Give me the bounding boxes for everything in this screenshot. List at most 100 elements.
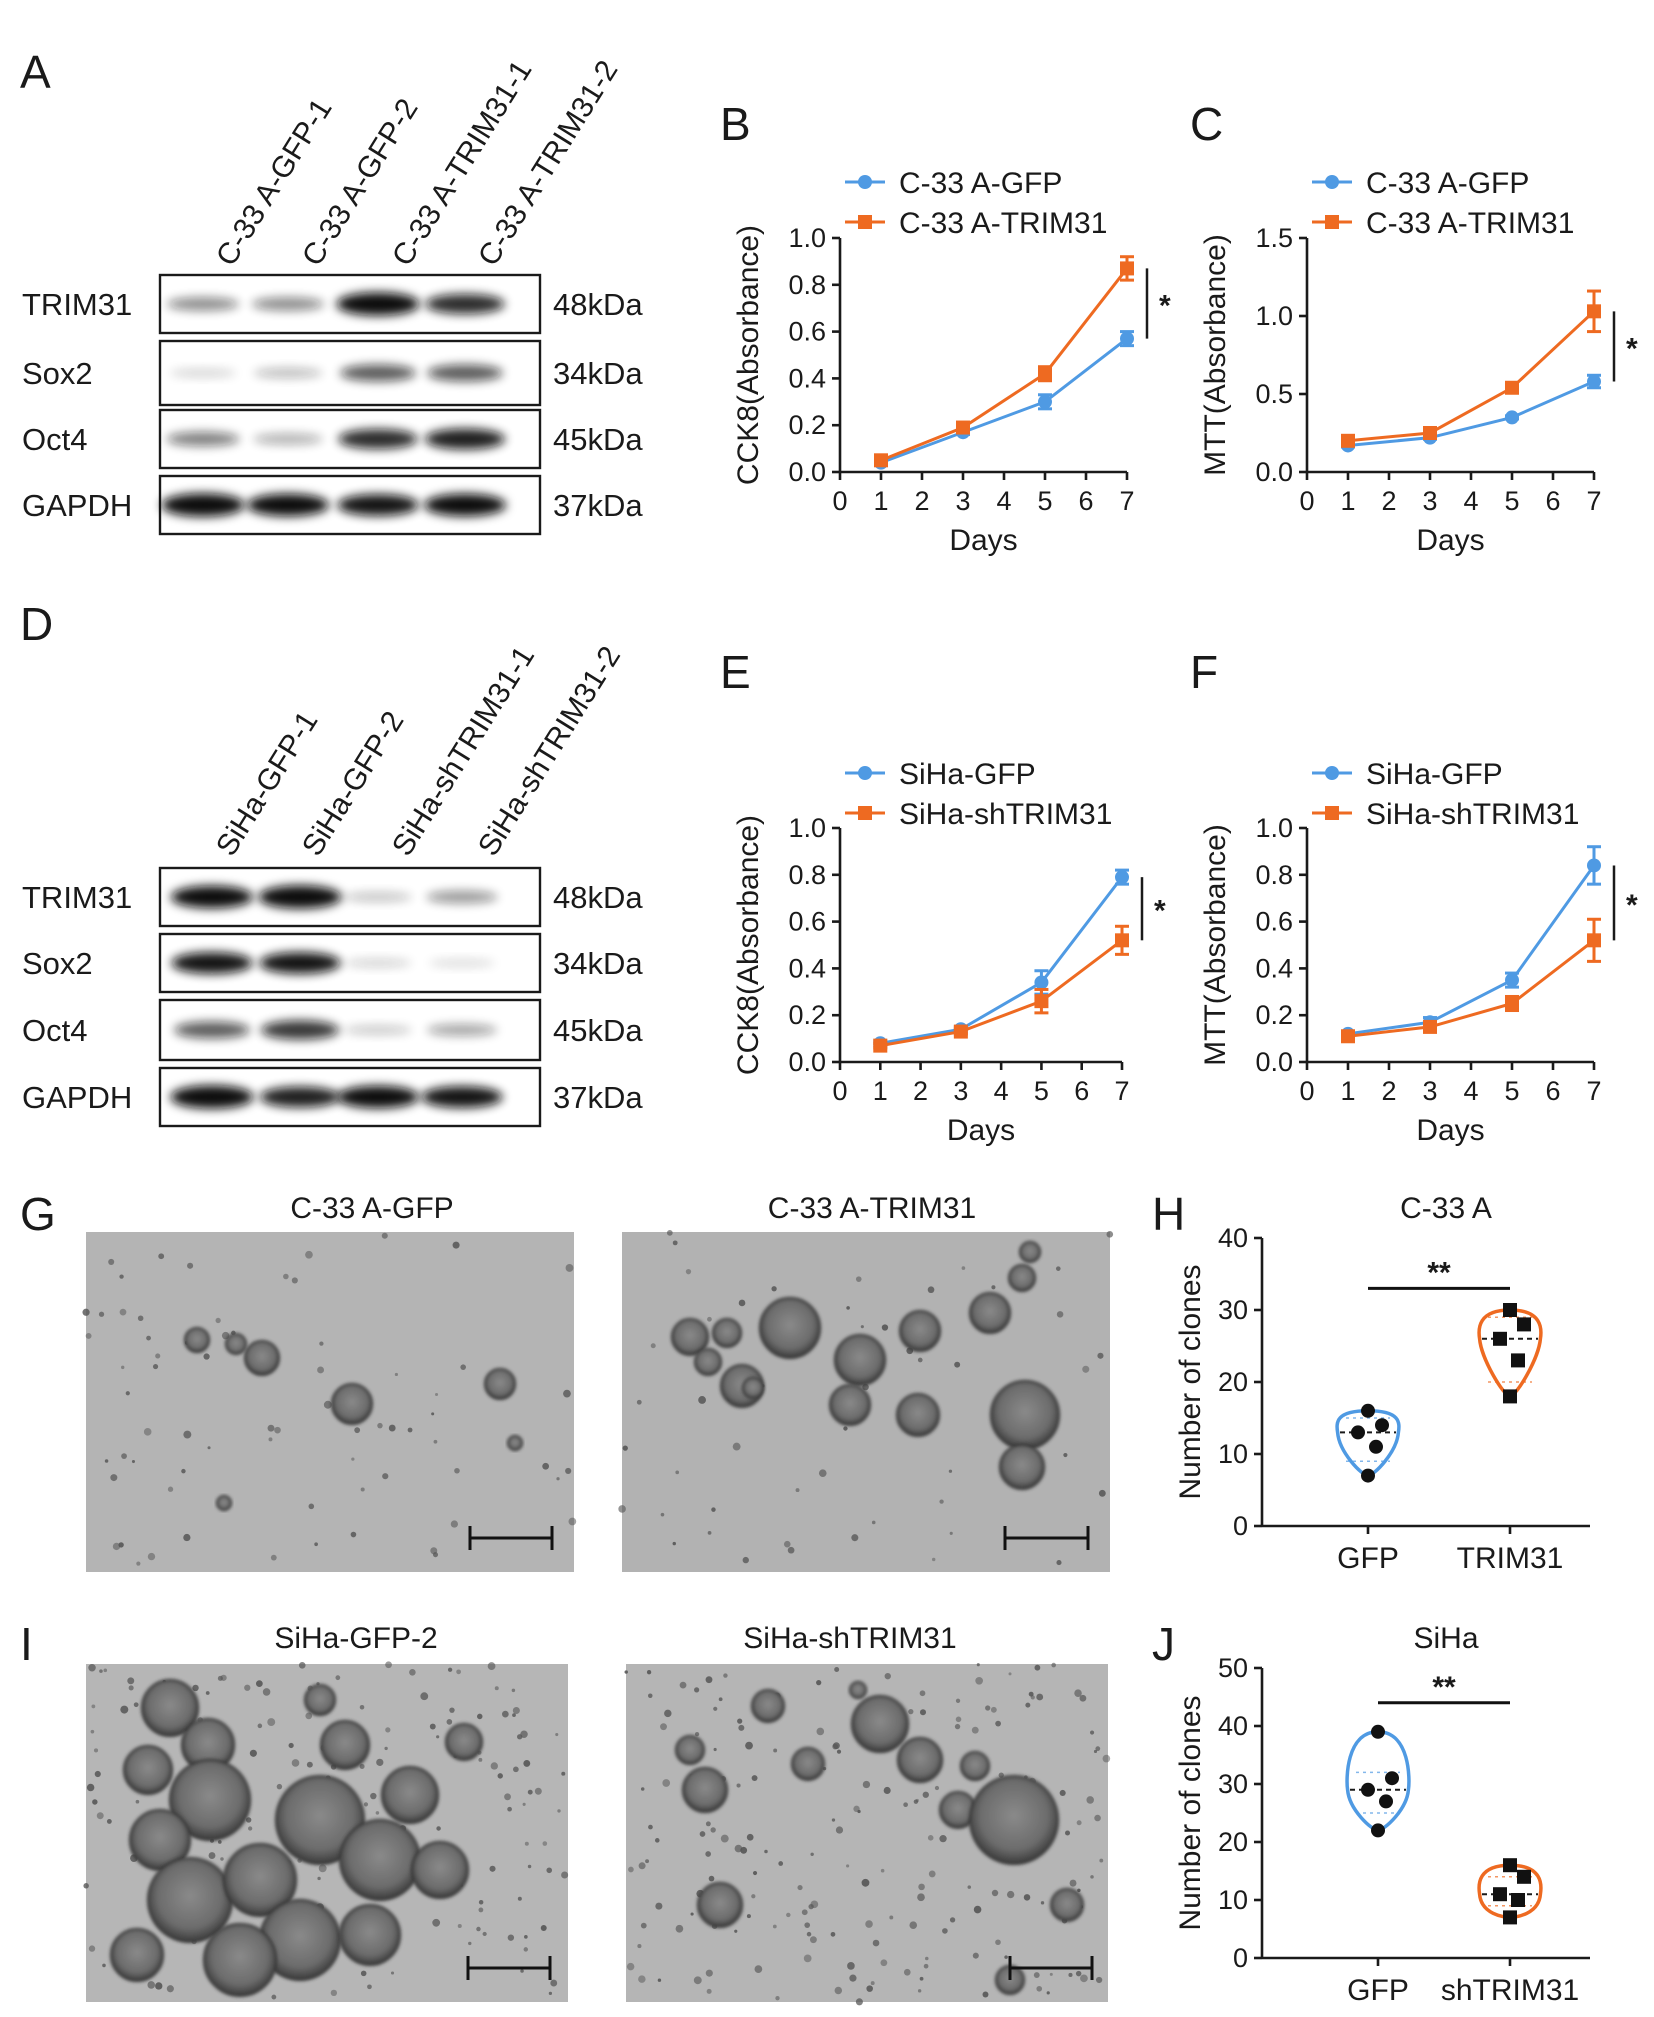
y-axis-label: CCK8(Absorbance) [732,225,765,485]
debris-dot [93,1748,99,1753]
legend-label: SiHa-GFP [899,758,1036,791]
debris-dot [637,1944,642,1949]
blot-band [344,1025,412,1035]
x-tick-label: 6 [1078,486,1093,516]
debris-dot [359,1704,365,1710]
micrograph-title-g2: C-33 A-TRIM31 [768,1192,976,1225]
debris-dot [1008,1672,1012,1676]
debris-dot [215,1317,221,1324]
debris-dot [86,1783,95,1792]
y-tick-label: 0.0 [1255,1047,1293,1077]
y-tick-label: 0.2 [788,1000,826,1030]
debris-dot [915,1798,919,1803]
debris-dot [1102,1754,1111,1763]
debris-dot [666,1230,673,1236]
debris-dot [183,1430,192,1439]
x-tick-label: 3 [953,1076,968,1106]
debris-dot [810,1852,814,1856]
data-point [1034,975,1049,990]
debris-dot [954,1723,961,1730]
debris-dot [773,1748,778,1753]
panel-label-e: E [720,646,751,698]
debris-dot [245,1817,252,1823]
series-line [880,939,1123,1048]
blot-band [170,885,254,909]
debris-dot [447,1667,453,1672]
x-tick-label: 0 [832,1076,847,1106]
significance-star: * [1626,332,1638,365]
debris-dot [928,1870,936,1878]
debris-dot [90,1729,95,1734]
violin-shape [1477,1308,1543,1399]
debris-dot [1036,1985,1043,1992]
y-axis-label: CCK8(Absorbance) [732,815,765,1075]
data-point [1505,973,1519,988]
y-tick-label: 0.6 [1255,907,1293,937]
debris-dot [1049,1972,1053,1976]
debris-dot [1025,1702,1031,1708]
debris-dot [367,1984,372,1990]
debris-dot [884,1672,891,1680]
data-point [1587,858,1601,873]
blot-row-label: Oct4 [22,1013,87,1048]
debris-dot [707,1531,712,1535]
cell-sphere [244,1340,280,1376]
blot-band [258,885,342,909]
cell-sphere [275,1775,365,1865]
debris-dot [147,1552,156,1561]
debris-dot [853,1805,860,1813]
debris-dot [507,1934,515,1941]
debris-dot [866,1985,873,1992]
debris-dot [628,1866,634,1873]
blot-kda-label: 34kDa [553,356,643,391]
debris-dot [645,1859,650,1864]
debris-dot [990,1706,997,1713]
blot-band [253,367,323,379]
debris-dot [203,1353,210,1360]
cell-sphere [445,1723,483,1761]
micrograph-g-trim31 [618,1230,1114,1572]
debris-dot [706,1988,712,1994]
data-point [1493,1887,1507,1902]
debris-dot [548,1991,553,1996]
data-point [953,1024,968,1039]
debris-dot [119,1274,124,1279]
blot-kda-label: 45kDa [553,1013,643,1048]
debris-dot [1095,1746,1101,1752]
blot-band [169,368,237,378]
debris-dot [806,1931,812,1937]
y-tick-label: 30 [1218,1295,1248,1325]
debris-dot [1046,1991,1050,1995]
blot-band [340,364,416,382]
debris-dot [922,1791,929,1798]
blot-band [253,433,323,445]
debris-dot [147,1981,156,1989]
debris-dot [478,1757,483,1762]
debris-dot [511,1688,516,1693]
debris-dot [795,1488,800,1493]
chart-title: C-33 A [1400,1192,1492,1225]
debris-dot [450,1520,458,1528]
debris-dot [456,1669,461,1675]
panel-label-c: C [1190,98,1223,150]
x-axis-label: Days [1416,524,1484,557]
y-tick-label: 0.0 [788,1047,826,1077]
blot-row-label: Sox2 [22,356,93,391]
data-point [1423,426,1437,440]
blot-kda-label: 37kDa [553,1080,643,1115]
debris-dot [685,1269,692,1275]
debris-dot [96,1812,104,1820]
debris-dot [664,1709,672,1718]
debris-dot [1056,1560,1062,1566]
debris-dot [718,1697,723,1702]
blot-band [425,294,505,314]
blot-kda-label: 48kDa [553,880,643,915]
debris-dot [971,1726,979,1734]
debris-dot [507,1806,512,1812]
blot-band [343,892,413,902]
data-point [1511,1893,1525,1907]
debris-dot [314,1542,318,1547]
blot-band [428,958,496,968]
y-tick-label: 1.0 [1255,301,1293,331]
x-tick-label: 6 [1074,1076,1089,1106]
